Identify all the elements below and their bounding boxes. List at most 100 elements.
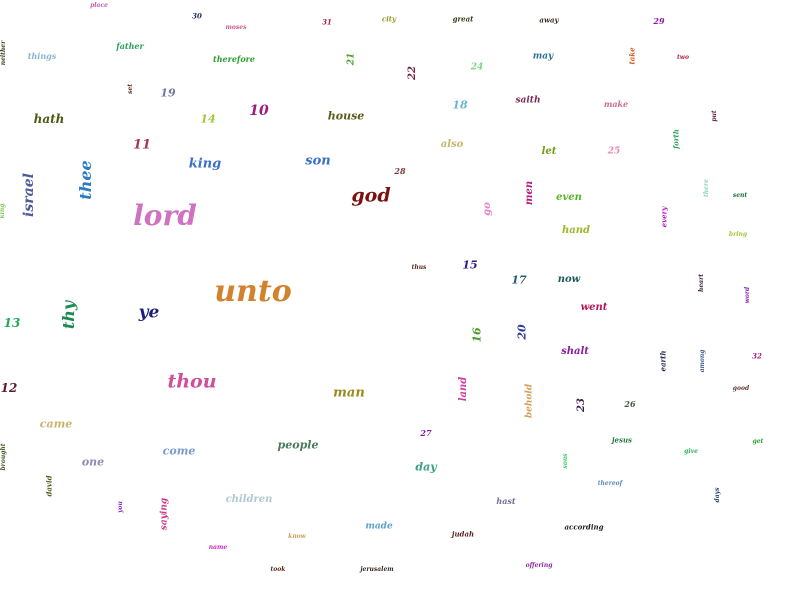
- word-city: city: [381, 14, 397, 24]
- word-great: great: [452, 14, 474, 24]
- word-took: took: [270, 566, 286, 573]
- word-thereof: thereof: [597, 480, 623, 487]
- word-hath: hath: [33, 112, 65, 126]
- word-things: things: [27, 51, 57, 61]
- word-27: 27: [420, 428, 432, 438]
- word-28: 28: [394, 166, 406, 176]
- word-father: father: [116, 41, 144, 51]
- word-israel: israel: [21, 173, 37, 217]
- word-neither: neither: [0, 40, 7, 66]
- word-24: 24: [470, 62, 484, 73]
- word-heart: heart: [698, 274, 705, 292]
- word-18: 18: [452, 98, 468, 112]
- word-25: 25: [607, 146, 621, 157]
- word-20: 20: [515, 324, 529, 340]
- word-every: every: [659, 206, 669, 228]
- word-therefore: therefore: [213, 54, 255, 64]
- word-day: day: [415, 460, 437, 474]
- word-among: among: [699, 349, 706, 373]
- word-30: 30: [192, 11, 202, 21]
- word-give: give: [684, 448, 698, 455]
- word-23: 23: [576, 398, 587, 412]
- word-jesus: jesus: [612, 435, 632, 445]
- word-saying: saying: [159, 497, 170, 531]
- word-there: there: [703, 179, 710, 197]
- word-saith: saith: [515, 95, 541, 106]
- word-also: also: [440, 139, 464, 150]
- word-word: word: [744, 286, 751, 304]
- word-forth: forth: [671, 129, 681, 149]
- word-ye: ye: [138, 302, 160, 323]
- word-place: place: [90, 2, 108, 9]
- word-away: away: [539, 15, 559, 25]
- word-offering: offering: [525, 562, 553, 569]
- word-brought: brought: [0, 443, 7, 471]
- word-you: you: [117, 501, 124, 513]
- word-jerusalem: jerusalem: [360, 566, 394, 573]
- word-days: days: [714, 487, 721, 503]
- word-29: 29: [653, 16, 665, 26]
- word-went: went: [580, 302, 608, 313]
- word-king-small: king: [0, 203, 6, 219]
- word-lord: lord: [133, 199, 197, 232]
- word-behold: behold: [524, 383, 535, 419]
- word-bring: bring: [728, 231, 748, 238]
- word-22: 22: [407, 66, 418, 80]
- word-let: let: [541, 146, 557, 157]
- word-come: come: [162, 444, 196, 458]
- word-king: king: [188, 156, 222, 172]
- word-land: land: [458, 376, 469, 402]
- word-14: 14: [200, 112, 216, 126]
- word-name: name: [208, 544, 228, 551]
- word-according: according: [564, 522, 604, 532]
- word-26: 26: [624, 399, 636, 409]
- word-moses: moses: [225, 24, 247, 31]
- word-32: 32: [752, 351, 762, 361]
- word-know: know: [288, 533, 306, 540]
- word-15: 15: [462, 258, 478, 272]
- word-10: 10: [249, 103, 269, 119]
- word-judah: judah: [451, 529, 475, 539]
- word-13: 13: [3, 316, 21, 330]
- word-house: house: [327, 109, 365, 123]
- word-man: man: [333, 385, 365, 401]
- word-men: men: [524, 180, 535, 206]
- word-go: go: [482, 202, 493, 216]
- word-son: son: [305, 153, 331, 169]
- word-now: now: [557, 274, 581, 285]
- word-thus: thus: [411, 264, 427, 271]
- word-god: god: [351, 184, 391, 207]
- word-may: may: [532, 51, 554, 62]
- word-put: put: [711, 110, 718, 122]
- word-even: even: [556, 192, 582, 203]
- word-unto: unto: [214, 274, 292, 309]
- word-make: make: [603, 99, 629, 109]
- word-thy: thy: [59, 300, 78, 330]
- word-one: one: [81, 455, 105, 469]
- word-thou: thou: [167, 370, 217, 393]
- word-people: people: [277, 438, 319, 452]
- word-made: made: [365, 521, 393, 532]
- word-16: 16: [470, 327, 484, 343]
- word-19: 19: [160, 86, 176, 100]
- word-shalt: shalt: [561, 346, 589, 357]
- word-sent: sent: [732, 192, 748, 199]
- word-hand: hand: [561, 225, 591, 236]
- word-good: good: [732, 385, 750, 392]
- word-31: 31: [322, 17, 332, 27]
- word-12: 12: [0, 381, 18, 395]
- word-get: get: [752, 438, 764, 445]
- word-hast: hast: [496, 496, 516, 506]
- word-children: children: [225, 494, 273, 505]
- word-earth: earth: [658, 350, 668, 372]
- word-21: 21: [346, 52, 357, 66]
- word-17: 17: [511, 273, 527, 287]
- word-set: set: [127, 84, 134, 94]
- word-thee: thee: [76, 160, 95, 200]
- word-take: take: [627, 47, 637, 65]
- word-sons: sons: [562, 453, 569, 469]
- word-11: 11: [132, 137, 152, 153]
- word-david: david: [44, 475, 54, 497]
- word-two: two: [677, 54, 689, 61]
